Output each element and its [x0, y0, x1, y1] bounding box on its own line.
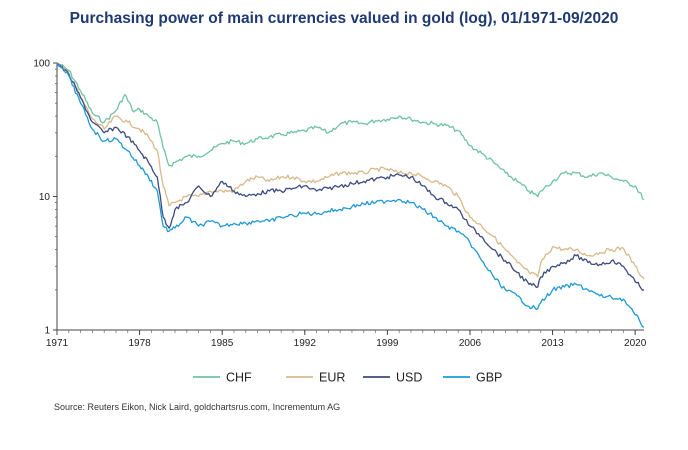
x-tick-label: 1985 — [211, 338, 234, 349]
series-layer — [56, 62, 645, 328]
series-line-eur — [56, 62, 645, 280]
x-tick-label: 2006 — [459, 338, 482, 349]
x-tick-label: 1978 — [128, 338, 151, 349]
x-tick-label: 1971 — [46, 338, 69, 349]
x-tick-label: 2020 — [624, 338, 647, 349]
y-tick-label: 1 — [44, 326, 50, 337]
legend-label-chf: CHF — [226, 371, 252, 385]
y-tick-label: 10 — [39, 192, 51, 203]
source-note: Source: Reuters Eikon, Nick Laird, goldc… — [54, 402, 341, 412]
chart-title: Purchasing power of main currencies valu… — [69, 10, 619, 27]
x-tick-label: 2013 — [541, 338, 564, 349]
legend-label-gbp: GBP — [476, 371, 502, 385]
legend: CHF EUR USD GBP — [193, 371, 502, 385]
x-tick-label: 1992 — [294, 338, 317, 349]
legend-label-eur: EUR — [319, 371, 345, 385]
axes: 1 10 100 1971 1978 1985 1992 1999 2006 2013 2020 — [33, 59, 646, 350]
series-line-usd — [56, 62, 645, 291]
y-tick-label: 100 — [33, 59, 50, 70]
series-line-chf — [56, 62, 645, 201]
legend-label-usd: USD — [396, 371, 422, 385]
x-tick-label: 1999 — [376, 338, 399, 349]
series-line-gbp — [56, 62, 645, 328]
